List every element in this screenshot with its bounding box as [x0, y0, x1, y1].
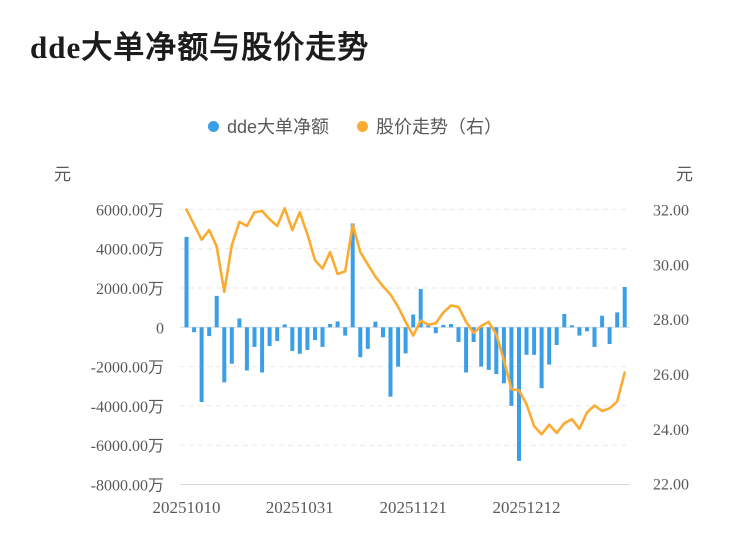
bar — [282, 324, 287, 328]
bar — [313, 327, 317, 341]
bar — [328, 324, 333, 328]
left-axis-labels: 6000.00万 4000.00万 2000.00万 0 -2000.00万 -4000.… — [91, 202, 164, 494]
bar — [607, 327, 612, 344]
bar — [403, 327, 408, 354]
bar — [320, 327, 325, 347]
legend: dde大单净额 股价走势（右） — [207, 113, 502, 139]
bar — [222, 327, 227, 383]
bar — [184, 236, 189, 328]
bar — [199, 327, 204, 402]
y-tick-label-right: 30.00 — [653, 257, 689, 274]
bar — [305, 327, 310, 350]
bar — [252, 327, 257, 347]
bar-series-dde-net — [184, 223, 627, 461]
bar — [192, 327, 197, 333]
price-line — [185, 206, 627, 436]
bar — [267, 327, 272, 346]
bar — [464, 327, 469, 373]
bar — [509, 327, 514, 406]
bar — [585, 327, 589, 332]
bar — [214, 295, 219, 328]
bar — [275, 327, 280, 342]
x-tick-label: 20251010 — [153, 498, 221, 517]
bar — [418, 289, 423, 328]
x-tick-label: 20251212 — [493, 498, 561, 517]
bar — [388, 327, 393, 397]
bar — [577, 327, 582, 336]
bar — [517, 327, 521, 461]
y-tick-label-left: 0 — [156, 320, 164, 337]
bar — [486, 327, 491, 370]
y-tick-label-right: 24.00 — [653, 422, 689, 439]
y-tick-label-right: 28.00 — [653, 312, 689, 329]
left-axis-unit: 元 — [54, 165, 71, 184]
bar — [547, 327, 552, 365]
chart-title: dde大单净额与股价走势 — [30, 30, 370, 65]
bar — [562, 313, 567, 328]
bar — [532, 327, 537, 355]
y-tick-label-left: 4000.00万 — [96, 242, 164, 259]
bar — [592, 327, 597, 347]
x-tick-label: 20251121 — [380, 498, 447, 517]
bar — [501, 327, 506, 384]
bar — [411, 314, 416, 328]
y-tick-label-right: 22.00 — [653, 477, 689, 494]
bar — [441, 324, 446, 328]
bar — [373, 321, 378, 328]
bar — [433, 327, 438, 334]
legend-item-price-trend[interactable]: 股价走势（右） — [357, 113, 502, 139]
legend-label-price-trend: 股价走势（右） — [376, 117, 503, 137]
bar — [335, 321, 340, 328]
bar — [290, 327, 295, 351]
bar — [554, 327, 559, 345]
bar — [456, 327, 461, 342]
legend-dot-orange-icon — [357, 120, 369, 132]
legend-label-dde-net: dde大单净额 — [226, 117, 330, 137]
bar — [244, 327, 249, 371]
y-tick-label-left: 6000.00万 — [96, 202, 164, 219]
bar — [524, 327, 529, 355]
bar — [229, 327, 234, 364]
bar — [479, 327, 484, 367]
bar — [539, 327, 544, 389]
bar — [396, 327, 401, 367]
bar — [207, 327, 212, 337]
bar — [343, 327, 348, 336]
y-tick-label-left: 2000.00万 — [96, 281, 164, 298]
x-tick-label: 20251031 — [266, 498, 334, 517]
bar — [600, 315, 605, 328]
bar — [569, 325, 574, 328]
bar — [350, 223, 355, 328]
y-tick-label-left: -6000.00万 — [91, 438, 164, 455]
bar — [260, 327, 265, 373]
bar — [449, 324, 453, 328]
bar — [237, 318, 242, 328]
y-tick-label-left: -2000.00万 — [91, 360, 164, 377]
bar — [381, 327, 385, 338]
bar — [358, 327, 363, 358]
bar — [365, 327, 370, 349]
bar — [615, 312, 620, 328]
y-tick-label-right: 26.00 — [653, 367, 689, 384]
y-tick-label-left: -8000.00万 — [91, 478, 164, 495]
right-axis-labels: 32.00 30.00 28.00 26.00 24.00 22.00 — [653, 203, 689, 494]
bar — [622, 287, 627, 328]
bar — [494, 327, 499, 375]
x-axis-labels: 20251010 20251031 20251121 20251212 — [153, 498, 561, 517]
legend-item-dde-net[interactable]: dde大单净额 — [207, 113, 330, 139]
right-axis-unit: 元 — [676, 165, 693, 184]
bar — [471, 327, 476, 342]
y-tick-label-right: 32.00 — [653, 203, 689, 220]
y-tick-label-left: -4000.00万 — [91, 399, 164, 416]
legend-dot-blue-icon — [207, 120, 219, 132]
bar — [297, 327, 302, 354]
